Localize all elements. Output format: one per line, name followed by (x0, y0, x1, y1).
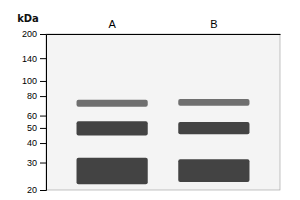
tick-mark (40, 81, 46, 82)
tick-label: 40 (27, 138, 37, 148)
band (178, 99, 249, 106)
band (178, 122, 249, 134)
band (178, 159, 249, 182)
tick: 140 (22, 54, 46, 64)
tick-label: 20 (27, 185, 37, 195)
band (77, 158, 148, 185)
axis-title: kDa (17, 13, 39, 24)
band (77, 100, 148, 107)
tick: 30 (27, 158, 46, 168)
tick-mark (40, 143, 46, 144)
tick-mark (40, 128, 46, 129)
tick: 100 (22, 76, 46, 86)
tick-mark (40, 58, 46, 59)
tick-mark (40, 163, 46, 164)
band (77, 121, 148, 135)
bands (77, 99, 250, 184)
axis-line (47, 34, 281, 35)
tick-label: 80 (27, 91, 37, 101)
tick-label: 60 (27, 111, 37, 121)
tick-mark (40, 96, 46, 97)
tick: 40 (27, 138, 46, 148)
tick-label: 30 (27, 158, 37, 168)
tick-label: 140 (22, 54, 37, 64)
tick: 200 (22, 29, 46, 39)
chart: 200140100806050403020ABkDa (0, 0, 300, 200)
tick: 60 (27, 111, 46, 121)
tick: 20 (27, 185, 46, 195)
tick: B (210, 18, 217, 34)
tick-label: 200 (22, 29, 37, 39)
tick: 80 (27, 91, 46, 101)
tick-mark (40, 190, 46, 191)
tick: A (108, 18, 116, 34)
tick-mark (40, 116, 46, 117)
tick-label: 100 (22, 76, 37, 86)
lane-label: B (210, 18, 217, 30)
axis-line (40, 35, 47, 191)
plot-area (46, 34, 280, 190)
tick: 50 (27, 123, 46, 133)
tick-label: 50 (27, 123, 37, 133)
x-axis: AB (47, 18, 281, 35)
tick-mark (40, 34, 46, 35)
y-axis: 200 140 100 80 60 50 40 30 20 (22, 29, 47, 195)
lane-label: A (108, 18, 116, 30)
